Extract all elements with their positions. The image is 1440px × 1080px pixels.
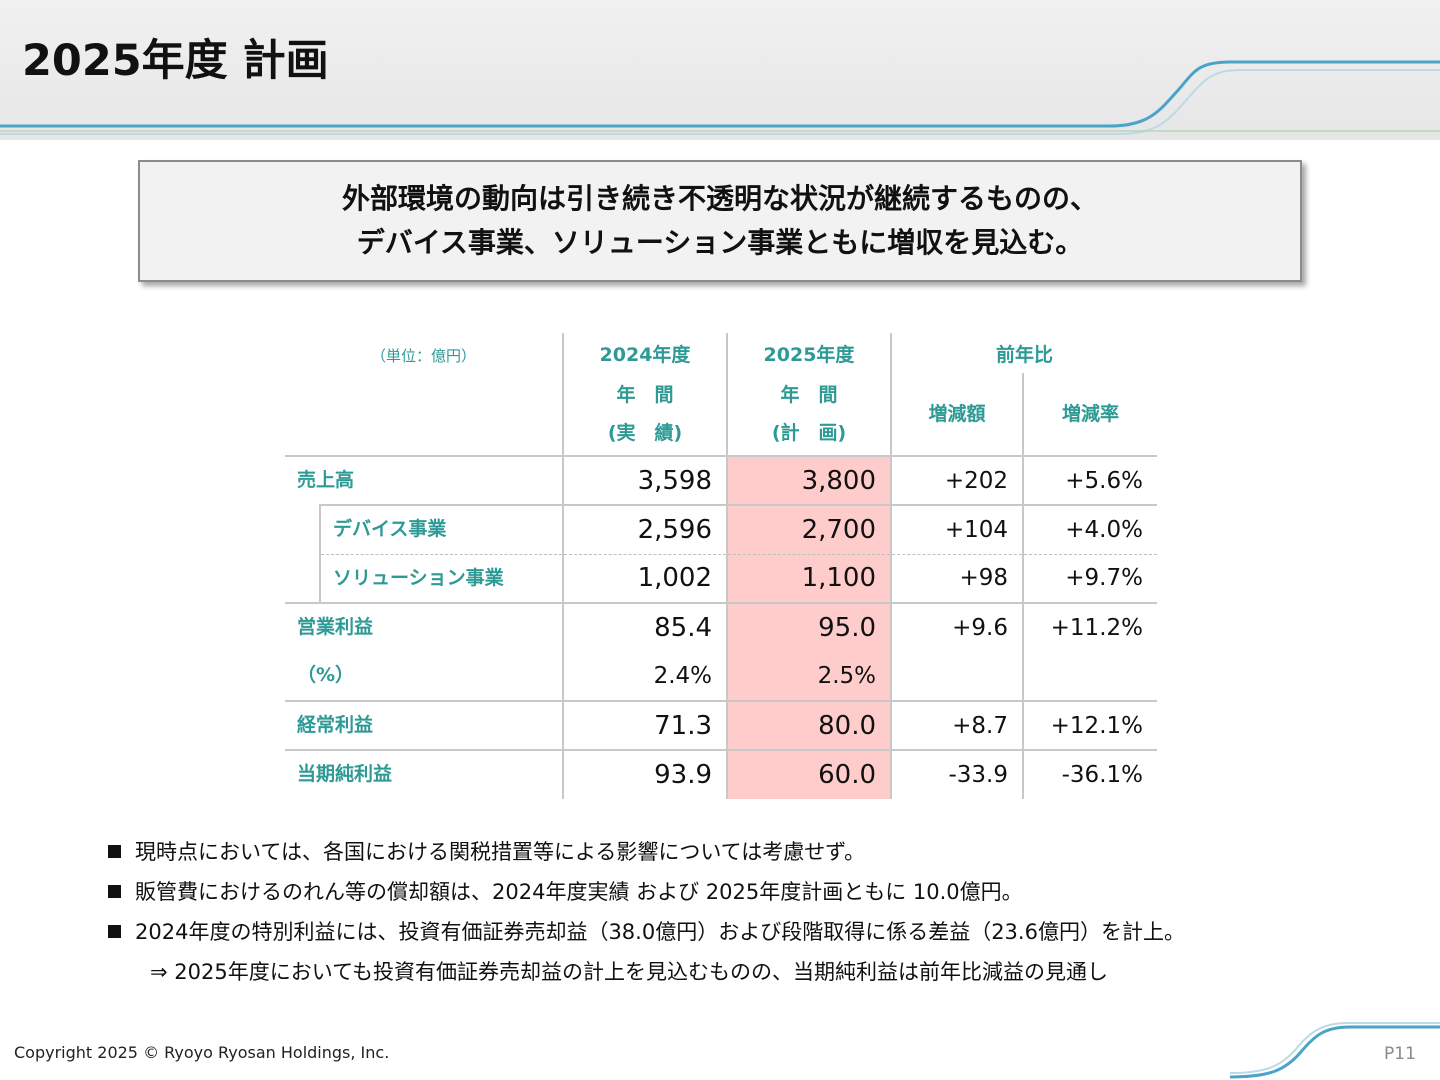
header-band [0, 0, 1440, 140]
cell-rate: +11.2% [1023, 602, 1157, 652]
cell-change [891, 652, 1024, 701]
square-bullet-icon [108, 925, 121, 938]
notes: 現時点においては、各国における関税措置等による影響については考慮せず。 販管費に… [108, 834, 1185, 994]
table-row: 売上高 3,598 3,800 +202 +5.6% [285, 455, 1157, 505]
col-2025-sub1: 年 間 [780, 384, 838, 406]
cell-change: -33.9 [891, 749, 1024, 799]
col-2024-sub1: 年 間 [616, 384, 674, 406]
cell-change: +104 [891, 504, 1024, 554]
row-label-sales: 売上高 [285, 455, 564, 505]
row-label-net-income: 当期純利益 [285, 749, 564, 799]
row-label-solution: ソリューション事業 [320, 553, 564, 603]
cell-plan: 3,800 [727, 455, 892, 505]
page-title: 2025年度 計画 [22, 36, 329, 86]
cell-actual: 2.4% [563, 652, 728, 701]
summary-line-2: デバイス事業、ソリューション事業ともに増収を見込む。 [356, 226, 1084, 259]
cell-actual: 71.3 [563, 700, 728, 750]
row-label-margin: （%） [285, 652, 564, 701]
cell-actual: 93.9 [563, 749, 728, 799]
table-row: 経常利益 71.3 80.0 +8.7 +12.1% [285, 700, 1157, 750]
cell-actual: 2,596 [563, 504, 728, 554]
note-text: 2024年度の特別利益には、投資有価証券売却益（38.0億円）および段階取得に係… [135, 920, 1185, 944]
col-change: 増減額 [891, 373, 1024, 456]
col-2024-sub2: (実 績) [607, 422, 683, 444]
table-row: 営業利益 85.4 95.0 +9.6 +11.2% [285, 602, 1157, 652]
plan-table: （単位：億円） 2024年度 2025年度 前年比 年 間 (実 績) 年 間 (計… [285, 333, 1157, 799]
cell-change: +98 [891, 553, 1024, 603]
cell-plan: 2.5% [727, 652, 892, 701]
cell-rate: +5.6% [1023, 455, 1157, 505]
col-2024-sub: 年 間 (実 績) [563, 373, 728, 456]
cell-plan: 60.0 [727, 749, 892, 799]
footer-decoration [1230, 1022, 1440, 1079]
note-item: 販管費におけるのれん等の償却額は、2024年度実績 および 2025年度計画とも… [108, 874, 1185, 914]
note-text: 販管費におけるのれん等の償却額は、2024年度実績 および 2025年度計画とも… [135, 880, 1023, 904]
col-2025-sub2: (計 画) [771, 422, 847, 444]
col-rate: 増減率 [1061, 403, 1119, 425]
header-decoration [0, 60, 1440, 135]
cell-plan: 95.0 [727, 602, 892, 652]
row-label-operating-profit: 営業利益 [285, 602, 564, 652]
cell-rate: +12.1% [1023, 700, 1157, 750]
row-label-ordinary-profit: 経常利益 [285, 700, 564, 750]
col-yoy: 前年比 [995, 343, 1053, 366]
cell-rate: -36.1% [1023, 749, 1157, 799]
cell-actual: 85.4 [563, 602, 728, 652]
cell-change: +8.7 [891, 700, 1024, 750]
table-row: ソリューション事業 1,002 1,100 +98 +9.7% [285, 553, 1157, 603]
summary-box: 外部環境の動向は引き続き不透明な状況が継続するものの、 デバイス事業、ソリューシ… [138, 160, 1302, 282]
cell-actual: 1,002 [563, 553, 728, 603]
table-header-row: （単位：億円） 2024年度 2025年度 前年比 [285, 333, 1157, 456]
cell-rate: +4.0% [1023, 504, 1157, 554]
col-2024-year: 2024年度 [563, 333, 728, 373]
note-sub-item: ⇒ 2025年度においても投資有価証券売却益の計上を見込むものの、当期純利益は前… [150, 960, 1109, 984]
col-2025-year: 2025年度 [727, 333, 892, 373]
cell-change: +9.6 [891, 602, 1024, 652]
cell-plan: 80.0 [727, 700, 892, 750]
note-text: 現時点においては、各国における関税措置等による影響については考慮せず。 [135, 840, 866, 864]
page-number: P11 [1384, 1044, 1416, 1064]
summary-line-1: 外部環境の動向は引き続き不透明な状況が継続するものの、 [341, 182, 1098, 215]
table-row: 当期純利益 93.9 60.0 -33.9 -36.1% [285, 749, 1157, 799]
table-row: （%） 2.4% 2.5% [285, 652, 1157, 701]
note-item: 現時点においては、各国における関税措置等による影響については考慮せず。 [108, 834, 1185, 874]
col-2025-sub: 年 間 (計 画) [727, 373, 892, 456]
row-label-device: デバイス事業 [320, 504, 564, 554]
table-row: デバイス事業 2,596 2,700 +104 +4.0% [285, 504, 1157, 603]
indent-cell [285, 505, 321, 603]
cell-actual: 3,598 [563, 455, 728, 505]
cell-plan: 1,100 [727, 553, 892, 603]
cell-plan: 2,700 [727, 504, 892, 554]
cell-rate [1023, 652, 1157, 701]
cell-rate: +9.7% [1023, 553, 1157, 603]
square-bullet-icon [108, 885, 121, 898]
cell-change: +202 [891, 455, 1024, 505]
note-item: 2024年度の特別利益には、投資有価証券売却益（38.0億円）および段階取得に係… [108, 914, 1185, 954]
copyright: Copyright 2025 © Ryoyo Ryosan Holdings, … [14, 1043, 390, 1062]
unit-label: （単位：億円） [285, 333, 564, 456]
square-bullet-icon [108, 845, 121, 858]
